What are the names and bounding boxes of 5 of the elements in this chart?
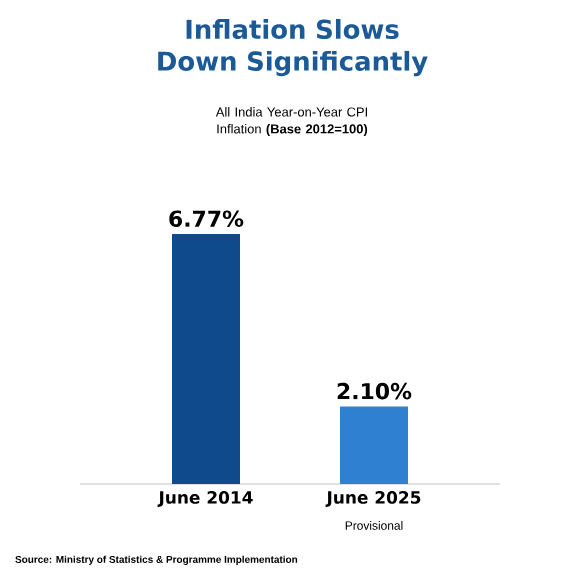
x-tick-label: June 2025: [325, 491, 421, 508]
x-tick-label: June 2014: [157, 491, 253, 508]
chart-title: Inflation Slows Down Significantly: [158, 19, 428, 77]
data-label: 6.77%: [169, 210, 244, 227]
data-label: 2.10%: [337, 382, 412, 400]
